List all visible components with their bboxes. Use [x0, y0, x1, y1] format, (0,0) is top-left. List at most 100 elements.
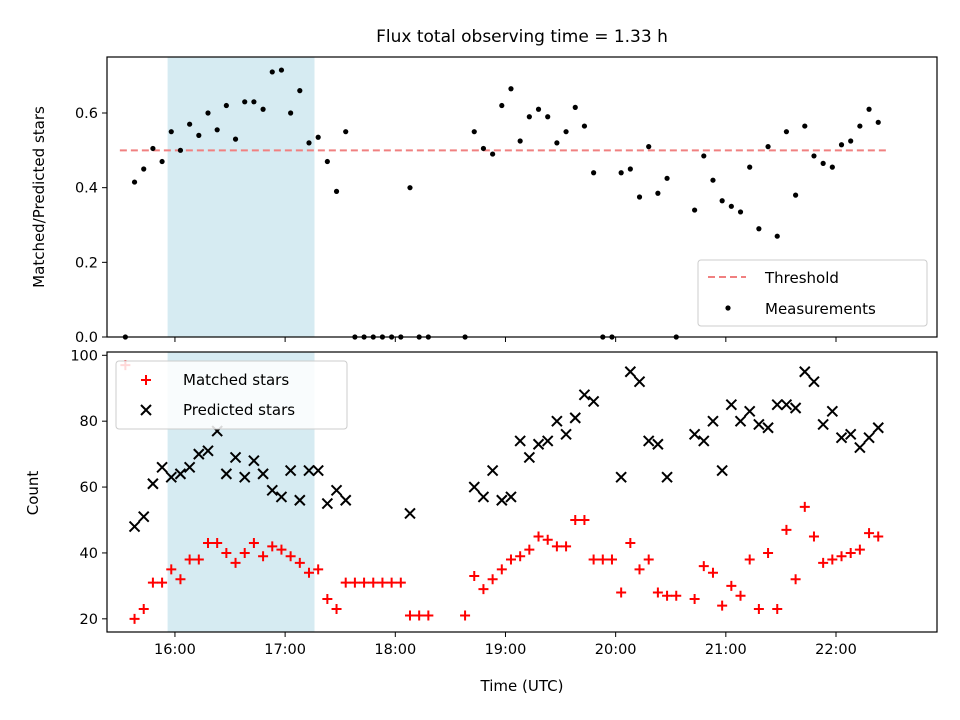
top-panel: 0.0 0.2 0.4 0.6 Threshold Measurements — [75, 56, 938, 346]
matched-star-marker — [662, 590, 673, 601]
measurement-point — [756, 226, 762, 232]
predicted-star-marker — [147, 478, 159, 490]
measurement-point — [581, 123, 588, 129]
matched-star-marker — [735, 590, 746, 601]
measurement-point — [205, 110, 211, 116]
matched-star-marker — [671, 590, 682, 601]
predicted-star-marker — [193, 448, 205, 460]
matched-star-marker — [175, 574, 186, 585]
legend-box — [697, 259, 928, 327]
x-tick-label: 17:00 — [264, 642, 306, 658]
measurement-point — [710, 177, 716, 183]
matched-star-marker — [505, 554, 516, 565]
matched-star-marker — [276, 544, 287, 555]
measurement-point — [627, 166, 633, 172]
measurement-point — [737, 209, 744, 215]
matched-star-marker — [790, 574, 801, 585]
x-tick-label: 20:00 — [595, 642, 637, 658]
matched-star-marker — [515, 551, 526, 562]
measurement-point — [131, 179, 138, 185]
matched-star-marker — [836, 551, 847, 562]
measurement-point — [278, 67, 285, 73]
measurement-point — [480, 145, 487, 152]
predicted-star-marker — [707, 415, 719, 427]
axes-frame — [106, 351, 938, 633]
matched-star-marker — [864, 528, 875, 539]
predicted-star-marker — [284, 464, 297, 477]
matched-star-marker — [799, 501, 810, 512]
matched-star-marker — [157, 577, 168, 588]
predicted-star-marker — [542, 435, 554, 447]
matched-star-marker — [524, 544, 535, 555]
predicted-star-marker — [844, 428, 857, 441]
matched-star-marker — [606, 554, 617, 565]
predicted-star-marker — [505, 491, 517, 503]
measurement-point — [168, 129, 174, 135]
matched-star-marker — [763, 547, 774, 558]
matched-star-marker — [340, 577, 351, 588]
predicted-star-marker — [652, 438, 664, 450]
measurement-point — [297, 88, 303, 94]
measurement-point — [288, 110, 294, 116]
matched-star-marker — [854, 544, 865, 555]
predicted-star-marker — [468, 481, 480, 493]
measurement-point — [232, 136, 239, 142]
bottom-panel: 20 40 60 80 100 16:00 17:00 18:00 19:00 20:00 21:0… — [70, 348, 938, 658]
matched-star-marker — [267, 541, 278, 552]
measurement-point — [765, 144, 771, 150]
x-tick-label: 19:00 — [485, 642, 527, 658]
predicted-star-marker — [688, 428, 701, 441]
matched-star-marker — [689, 594, 700, 605]
x-axis-label: Time (UTC) — [480, 677, 564, 695]
matched-star-marker — [818, 557, 829, 568]
predicted-star-marker — [312, 464, 324, 477]
predicted-star-marker — [826, 405, 839, 418]
matched-star-marker — [377, 577, 388, 588]
predicted-star-marker — [578, 389, 591, 401]
legend-label: Threshold — [764, 269, 839, 287]
predicted-star-marker — [725, 398, 738, 411]
legend-label: Measurements — [765, 300, 876, 318]
measurement-point — [490, 151, 496, 157]
matched-star-marker — [147, 577, 158, 588]
measurement-point — [517, 138, 523, 144]
matched-star-marker — [772, 603, 783, 614]
predicted-star-marker — [248, 454, 260, 467]
matched-star-marker — [138, 603, 149, 614]
matched-star-marker — [129, 613, 140, 624]
matched-star-marker — [496, 564, 507, 575]
top-y-axis-label: Matched/Predicted stars — [30, 106, 48, 288]
predicted-star-marker — [734, 415, 747, 427]
predicted-star-marker — [220, 468, 233, 480]
axes-frame — [106, 56, 938, 338]
predicted-star-marker — [174, 468, 187, 480]
matched-star-marker — [643, 554, 654, 565]
legend-label: Matched stars — [183, 371, 289, 389]
matched-star-marker — [395, 577, 406, 588]
predicted-star-marker — [771, 398, 783, 411]
predicted-star-marker — [128, 520, 141, 533]
measurement-point — [407, 185, 413, 191]
matched-star-marker — [414, 610, 425, 621]
chart-title: Flux total observing time = 1.33 h — [376, 27, 668, 47]
measurement-point — [838, 142, 845, 148]
measurement-point — [471, 129, 477, 135]
measurement-point — [251, 99, 257, 105]
predicted-star-marker — [257, 468, 269, 480]
measurement-point — [811, 153, 817, 159]
predicted-star-marker — [321, 497, 334, 510]
y-tick-label: 60 — [80, 480, 98, 496]
matched-star-marker — [349, 577, 360, 588]
predicted-star-marker — [303, 464, 315, 477]
matched-star-marker — [625, 538, 636, 549]
y-tick-label: 0.2 — [75, 255, 98, 271]
predicted-star-marker — [753, 418, 765, 431]
measurement-point — [793, 192, 799, 198]
measurement-point — [857, 123, 863, 129]
predicted-star-marker — [624, 366, 637, 378]
matched-star-marker — [404, 610, 415, 621]
matched-star-marker — [845, 547, 856, 558]
predicted-star-marker — [835, 431, 848, 444]
measurement-point — [655, 190, 661, 196]
predicted-star-marker — [229, 451, 242, 464]
